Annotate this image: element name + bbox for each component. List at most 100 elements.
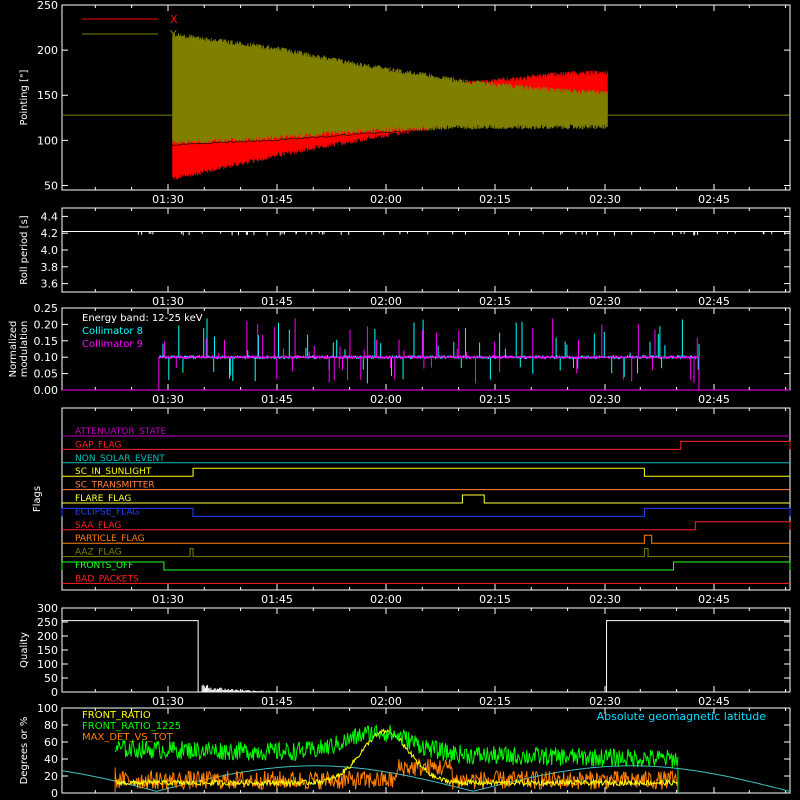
flags-frame	[61, 407, 791, 591]
flag-line-saa-flag	[62, 521, 791, 531]
flag-label-eclipse-flag: ECLIPSE_FLAG	[75, 507, 139, 517]
quality-xtick-label: 01:30	[152, 695, 184, 708]
quality-ytick-label: 50	[44, 672, 58, 685]
pointing-ytick-label: 150	[37, 89, 58, 102]
roll-panel: 01:30 01:45 02:00 02:15 02:30 02:45 Roll perio…	[19, 207, 791, 308]
modulation-xtick-label: 01:45	[261, 393, 293, 406]
pointing-xtick-label: 02:45	[698, 193, 730, 206]
quality-xtick-label: 02:45	[698, 695, 730, 708]
pointing-ytick-label: 200	[37, 44, 58, 57]
pointing-xtick-label: 01:45	[261, 193, 293, 206]
modulation-panel: 01:30 01:45 02:00 02:15 02:30 02:45 Normalized…	[8, 302, 791, 406]
modulation-ylabel-2: modulation	[19, 321, 30, 378]
roll-ytick-label: 3.6	[41, 278, 59, 291]
flag-line-particle-flag	[62, 534, 790, 544]
quality-xtick-label: 02:30	[589, 695, 621, 708]
flag-label-saa-flag: SAA_FLAG	[75, 521, 121, 531]
flag-label-sc-in-sunlight: SC_IN_SUNLIGHT	[75, 467, 152, 477]
quality-ytick-label: 0	[51, 686, 58, 699]
modulation-ytick-label: 0.15	[34, 335, 59, 348]
ratios-ytick-label: 0	[51, 787, 58, 800]
ratios-ytick-label: 60	[44, 736, 58, 749]
series-y-band	[172, 32, 608, 145]
ratios-ytick-label: 40	[44, 753, 58, 766]
roll-ytick-label: 4.4	[41, 210, 59, 223]
modulation-ytick-label: 0.25	[34, 302, 59, 315]
flags-panel: 01:30 01:45 02:00 02:15 02:30 02:45 Flags ATTEN…	[32, 407, 791, 606]
modulation-ytick-label: 0.05	[34, 368, 59, 381]
roll-ytick-label: 4.2	[41, 227, 59, 240]
modulation-ytick-label: 0.10	[34, 351, 59, 364]
quality-line	[62, 620, 790, 693]
flags-ylabel: Flags	[32, 486, 43, 512]
quality-ytick-label: 200	[37, 630, 58, 643]
modulation-xtick-label: 02:15	[479, 393, 511, 406]
flag-label-attenuator-state: ATTENUATOR_STATE	[75, 427, 167, 437]
flag-label-sc-transmitter: SC_TRANSMITTER	[75, 481, 155, 491]
pointing-xtick-label: 02:00	[370, 193, 402, 206]
flag-line-gap-flag	[62, 440, 791, 450]
modulation-xtick-label: 01:30	[152, 393, 184, 406]
legend-label-front-ratio: FRONT_RATIO	[82, 710, 151, 721]
pointing-ytick-label: 250	[37, 0, 58, 12]
pointing-xtick-label: 01:30	[152, 193, 184, 206]
quality-xtick-label: 02:00	[370, 695, 402, 708]
series-front-ratio-1225	[114, 724, 679, 768]
legend-label-x: X	[170, 13, 178, 26]
modulation-ytick-label: 0.20	[34, 318, 59, 331]
pointing-ytick-label: 100	[37, 134, 58, 147]
flags-xtick-label: 02:00	[370, 593, 402, 606]
flag-label-gap-flag: GAP_FLAG	[75, 440, 121, 450]
pointing-frame	[61, 4, 791, 191]
quality-xtick-label: 02:15	[479, 695, 511, 708]
modulation-ytick-label: 0.00	[34, 384, 59, 397]
flags-xtick-label: 02:30	[589, 593, 621, 606]
ratios-ytick-label: 80	[44, 719, 58, 732]
pointing-xtick-label: 02:15	[479, 193, 511, 206]
ratios-ytick-label: 100	[37, 702, 58, 715]
roll-xtick-label: 02:00	[370, 295, 402, 308]
pointing-trace	[172, 128, 608, 147]
flag-line-eclipse-flag	[61, 507, 791, 517]
roll-ytick-label: 3.8	[41, 261, 59, 274]
modulation-xtick-label: 02:45	[698, 393, 730, 406]
flag-label-fronts-off: FRONTS_OFF	[75, 561, 133, 571]
legend-label-collimator-9: Collimator 9	[82, 339, 143, 350]
flags-xtick-label: 01:30	[152, 593, 184, 606]
ratios-frame	[61, 707, 791, 794]
legend-label-front-ratio-1225: FRONT_RATIO_1225	[82, 721, 181, 732]
roll-ylabel: Roll period [s]	[19, 215, 30, 284]
roll-xtick-label: 02:45	[698, 295, 730, 308]
flag-line-fronts-off	[61, 561, 791, 571]
legend-label-collimator-8: Collimator 8	[82, 326, 143, 337]
flag-label-bad-packets: BAD_PACKETS	[75, 574, 139, 584]
roll-xtick-label: 01:45	[261, 295, 293, 308]
roll-ytick-label: 4.0	[41, 244, 59, 257]
modulation-annotation: Energy band: 12-25 keV	[82, 313, 203, 324]
flags-xtick-label: 02:15	[479, 593, 511, 606]
legend-label-y: Y	[169, 28, 177, 41]
quality-ytick-label: 100	[37, 658, 58, 671]
flags-xtick-label: 02:45	[698, 593, 730, 606]
flag-label-flare-flag: FLARE_FLAG	[75, 494, 131, 504]
modulation-xtick-label: 02:30	[589, 393, 621, 406]
roll-xtick-label: 02:30	[589, 295, 621, 308]
quality-ylabel: Quality	[19, 632, 30, 668]
flag-label-non-solar-event: NON_SOLAR_EVENT	[75, 454, 165, 464]
modulation-ylabel: Normalized	[8, 321, 19, 378]
flag-label-particle-flag: PARTICLE_FLAG	[75, 534, 145, 544]
pointing-panel: 01:30 01:45 02:00 02:15 02:30 02:45 Pointing […	[19, 0, 791, 206]
quality-panel: 01:30 01:45 02:00 02:15 02:30 02:45 Quality 050…	[19, 602, 791, 708]
ratios-annotation: Absolute geomagnetic latitude	[597, 710, 767, 723]
modulation-xtick-label: 02:00	[370, 393, 402, 406]
flags-xtick-label: 01:45	[261, 593, 293, 606]
roll-xtick-label: 02:15	[479, 295, 511, 308]
pointing-xtick-label: 02:30	[589, 193, 621, 206]
ratios-panel: Degrees or % 0 20 40 60 80 100 FRONT_RATIOFRONT…	[19, 702, 791, 800]
flag-line-aaz-flag	[62, 548, 790, 558]
flag-line-sc-in-sunlight	[62, 467, 790, 477]
quality-ytick-label: 250	[37, 616, 58, 629]
flag-line-flare-flag	[62, 494, 790, 504]
